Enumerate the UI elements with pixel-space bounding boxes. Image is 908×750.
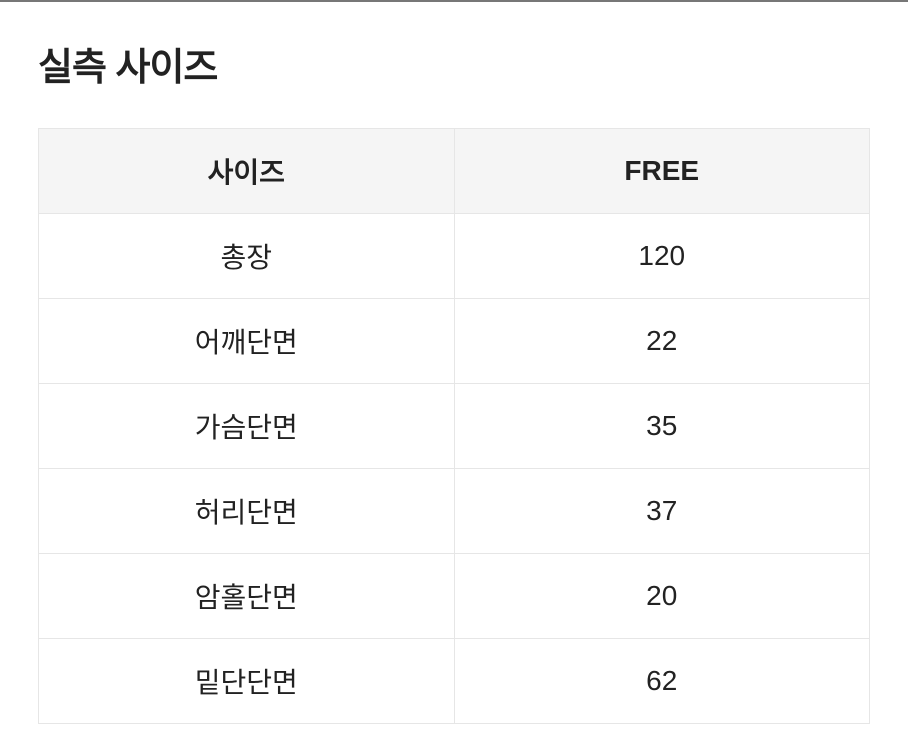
table-row: 어깨단면 22 — [38, 298, 870, 384]
table-row: 총장 120 — [38, 213, 870, 299]
top-divider — [0, 0, 908, 2]
row-value: 22 — [453, 298, 870, 384]
table-row: 가슴단면 35 — [38, 383, 870, 469]
header-free: FREE — [453, 128, 870, 214]
table-row: 허리단면 37 — [38, 468, 870, 554]
table-row: 밑단단면 62 — [38, 638, 870, 724]
table-row: 암홀단면 20 — [38, 553, 870, 639]
page-title: 실측 사이즈 — [38, 47, 218, 89]
row-label: 어깨단면 — [38, 298, 455, 384]
row-label: 허리단면 — [38, 468, 455, 554]
table-header-row: 사이즈 FREE — [38, 128, 870, 214]
row-label: 총장 — [38, 213, 455, 299]
row-value: 35 — [453, 383, 870, 469]
row-label: 암홀단면 — [38, 553, 455, 639]
row-value: 20 — [453, 553, 870, 639]
row-value: 120 — [453, 213, 870, 299]
size-table: 사이즈 FREE 총장 120 어깨단면 22 가슴단면 35 허리단면 37 암홀단면… — [38, 128, 870, 724]
row-value: 37 — [453, 468, 870, 554]
row-label: 가슴단면 — [38, 383, 455, 469]
row-label: 밑단단면 — [38, 638, 455, 724]
header-size: 사이즈 — [38, 128, 455, 214]
row-value: 62 — [453, 638, 870, 724]
